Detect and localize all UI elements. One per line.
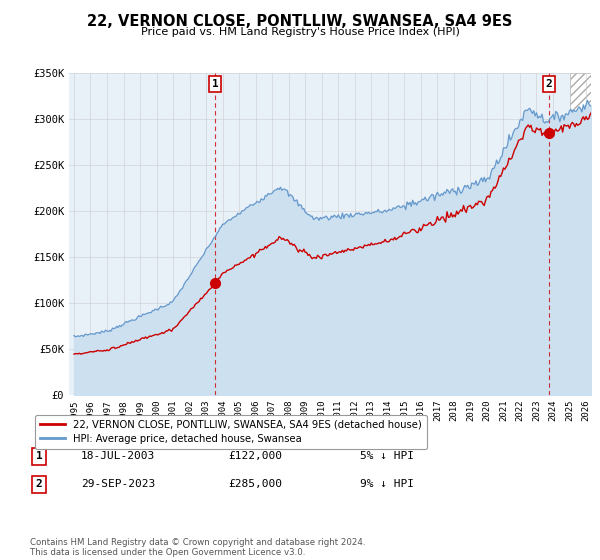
Text: 29-SEP-2023: 29-SEP-2023 <box>81 479 155 489</box>
Bar <box>569 73 600 395</box>
Text: 18-JUL-2003: 18-JUL-2003 <box>81 451 155 461</box>
Text: £285,000: £285,000 <box>228 479 282 489</box>
Text: £122,000: £122,000 <box>228 451 282 461</box>
Text: 2: 2 <box>35 479 43 489</box>
Text: 9% ↓ HPI: 9% ↓ HPI <box>360 479 414 489</box>
Text: Contains HM Land Registry data © Crown copyright and database right 2024.
This d: Contains HM Land Registry data © Crown c… <box>30 538 365 557</box>
Text: 22, VERNON CLOSE, PONTLLIW, SWANSEA, SA4 9ES: 22, VERNON CLOSE, PONTLLIW, SWANSEA, SA4… <box>88 14 512 29</box>
Text: 1: 1 <box>35 451 43 461</box>
Text: 1: 1 <box>212 80 218 89</box>
Text: 2: 2 <box>545 80 552 89</box>
Text: Price paid vs. HM Land Registry's House Price Index (HPI): Price paid vs. HM Land Registry's House … <box>140 27 460 37</box>
Legend: 22, VERNON CLOSE, PONTLLIW, SWANSEA, SA4 9ES (detached house), HPI: Average pric: 22, VERNON CLOSE, PONTLLIW, SWANSEA, SA4… <box>35 415 427 449</box>
Text: 5% ↓ HPI: 5% ↓ HPI <box>360 451 414 461</box>
